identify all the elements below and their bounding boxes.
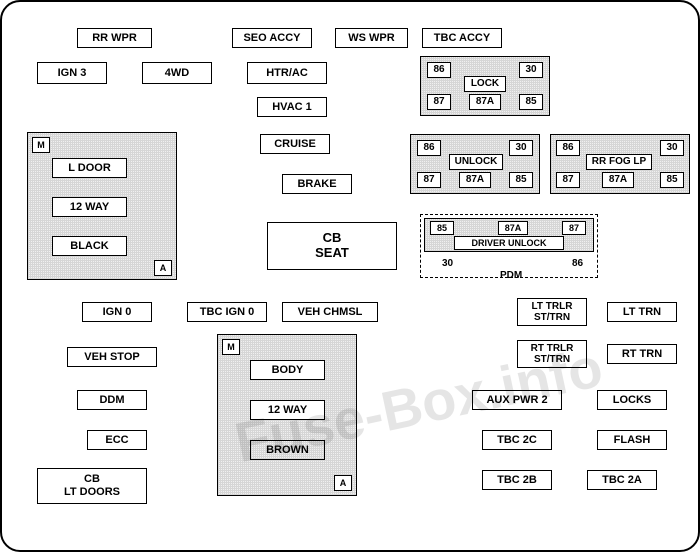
fuse-brake: BRAKE: [282, 174, 352, 194]
fuse-box-diagram: RR WPR SEO ACCY WS WPR TBC ACCY IGN 3 4W…: [0, 0, 700, 552]
fuse-htr-ac: HTR/AC: [247, 62, 327, 84]
relay-unlock-pin-85: 85: [509, 172, 533, 188]
relay-rrfog-pin-30: 30: [660, 140, 684, 156]
fuse-lt-trn: LT TRN: [607, 302, 677, 322]
relay-unlock-pin-87: 87: [417, 172, 441, 188]
block-mid-12way: 12 WAY: [250, 400, 325, 420]
relay-rrfog-pin-85: 85: [660, 172, 684, 188]
relay-unlock-title: UNLOCK: [449, 154, 503, 170]
fuse-tbc-accy: TBC ACCY: [422, 28, 502, 48]
fuse-hvac-1: HVAC 1: [257, 97, 327, 117]
relay-lock-pin-85: 85: [519, 94, 543, 110]
block-mid-a: A: [334, 475, 352, 491]
relay-unlock-pin-30: 30: [509, 140, 533, 156]
block-mid-brown: BROWN: [250, 440, 325, 460]
fuse-veh-stop: VEH STOP: [67, 347, 157, 367]
fuse-4wd: 4WD: [142, 62, 212, 84]
relay-du-title: DRIVER UNLOCK: [454, 236, 564, 250]
relay-rrfog-pin-86: 86: [556, 140, 580, 156]
fuse-cb-lt-doors: CB LT DOORS: [37, 468, 147, 504]
fuse-tbc-2c: TBC 2C: [482, 430, 552, 450]
fuse-locks: LOCKS: [597, 390, 667, 410]
fuse-tbc-2b: TBC 2B: [482, 470, 552, 490]
relay-du-pdm: PDM: [500, 270, 522, 281]
fuse-ws-wpr: WS WPR: [335, 28, 408, 48]
fuse-tbc-2a: TBC 2A: [587, 470, 657, 490]
block-left-m: M: [32, 137, 50, 153]
relay-unlock-pin-86: 86: [417, 140, 441, 156]
fuse-rt-trn: RT TRN: [607, 344, 677, 364]
relay-du-pin-87a: 87A: [498, 221, 528, 235]
fuse-tbc-ign-0: TBC IGN 0: [187, 302, 267, 322]
fuse-ecc: ECC: [87, 430, 147, 450]
relay-lock-pin-87: 87: [427, 94, 451, 110]
fuse-rr-wpr: RR WPR: [77, 28, 152, 48]
fuse-aux-pwr-2: AUX PWR 2: [472, 390, 562, 410]
relay-du-pin-85: 85: [430, 221, 454, 235]
relay-rrfog-title: RR FOG LP: [586, 154, 652, 170]
block-left-a: A: [154, 260, 172, 276]
relay-lock-pin-87a: 87A: [469, 94, 501, 110]
relay-du-pin-86: 86: [572, 258, 583, 269]
fuse-flash: FLASH: [597, 430, 667, 450]
relay-lock-pin-30: 30: [519, 62, 543, 78]
relay-rrfog-pin-87a: 87A: [602, 172, 634, 188]
fuse-rt-trlr: RT TRLR ST/TRN: [517, 340, 587, 368]
fuse-ddm: DDM: [77, 390, 147, 410]
block-left-12way: 12 WAY: [52, 197, 127, 217]
fuse-cruise: CRUISE: [260, 134, 330, 154]
relay-unlock-pin-87a: 87A: [459, 172, 491, 188]
fuse-veh-chmsl: VEH CHMSL: [282, 302, 378, 322]
relay-rrfog-pin-87: 87: [556, 172, 580, 188]
fuse-cb-seat: CB SEAT: [267, 222, 397, 270]
block-mid-m: M: [222, 339, 240, 355]
relay-lock-title: LOCK: [464, 76, 506, 92]
block-left-black: BLACK: [52, 236, 127, 256]
relay-du-pin-87: 87: [562, 221, 586, 235]
fuse-ign-3: IGN 3: [37, 62, 107, 84]
block-mid-body: BODY: [250, 360, 325, 380]
block-left-l-door: L DOOR: [52, 158, 127, 178]
fuse-ign-0: IGN 0: [82, 302, 152, 322]
fuse-lt-trlr: LT TRLR ST/TRN: [517, 298, 587, 326]
fuse-seo-accy: SEO ACCY: [232, 28, 312, 48]
relay-lock-pin-86: 86: [427, 62, 451, 78]
relay-du-pin-30: 30: [442, 258, 453, 269]
